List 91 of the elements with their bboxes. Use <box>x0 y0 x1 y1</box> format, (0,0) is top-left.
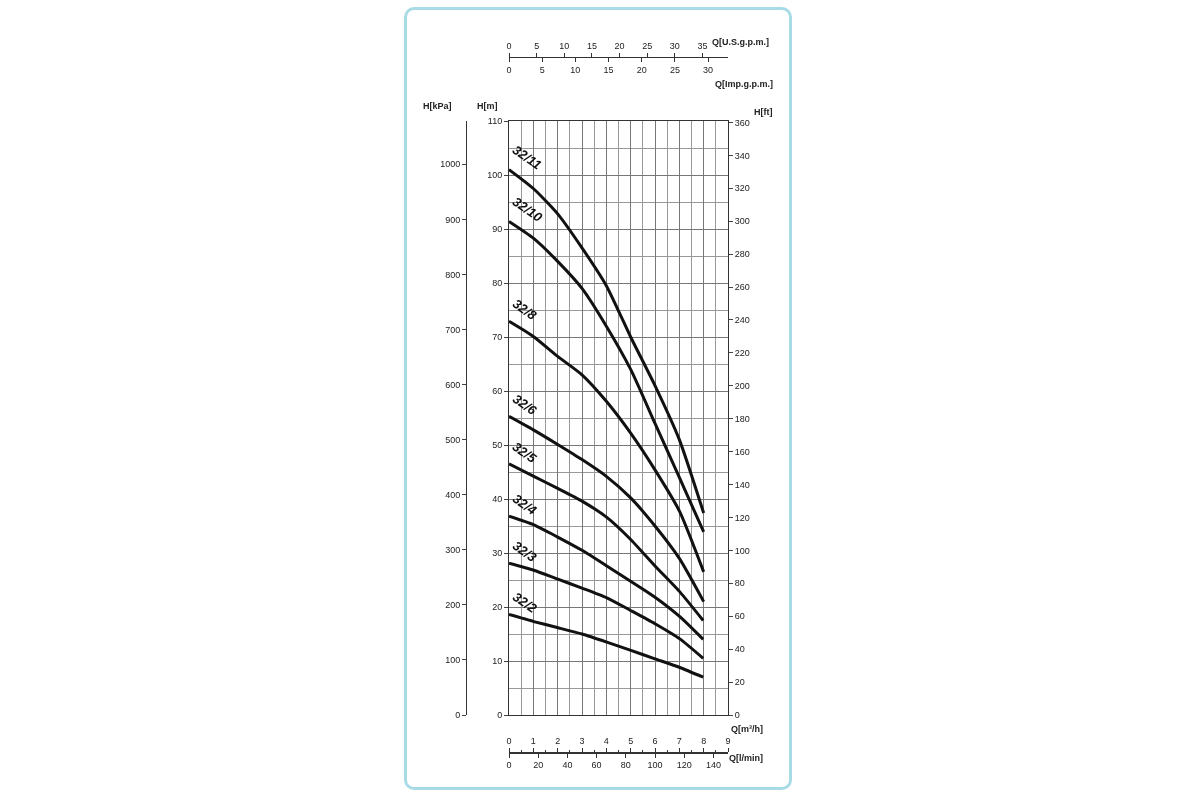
y3-tick-label: 20 <box>734 677 745 688</box>
y2-tick-label: 700 <box>445 324 461 335</box>
x-tick-label: 120 <box>676 760 692 771</box>
y2-tick-label: 900 <box>445 214 461 225</box>
y-tick-label: 60 <box>492 386 503 397</box>
y3-tick-label: 280 <box>734 249 750 260</box>
y3-tick-label: 100 <box>734 545 750 556</box>
y-tick-label: 50 <box>492 440 503 451</box>
x-tick-label: 5 <box>628 736 634 747</box>
x-tick-label: 40 <box>562 760 573 771</box>
y-tick-label: 30 <box>492 548 503 559</box>
y2-tick-label: 400 <box>445 489 461 500</box>
x2-tick-label: 25 <box>669 64 680 75</box>
y3-tick-label: 200 <box>734 380 750 391</box>
x2-tick-label: 30 <box>703 64 714 75</box>
x-axis-title: Q[m³/h] <box>731 724 763 734</box>
x2-tick-label: 0 <box>506 64 512 75</box>
y3-tick-label: 80 <box>734 578 745 589</box>
y2-tick-label: 800 <box>445 269 461 280</box>
y-tick-label: 80 <box>492 278 503 289</box>
x-tick-label: 0 <box>506 760 512 771</box>
y2-tick-label: 300 <box>445 544 461 555</box>
y3-tick-label: 220 <box>734 348 750 359</box>
x-tick-label: 4 <box>603 736 609 747</box>
x2-tick-label: 15 <box>586 41 597 52</box>
y3-tick-label: 360 <box>734 117 750 128</box>
line-series <box>509 219 706 534</box>
x2-tick-label: 35 <box>697 41 708 52</box>
line-series <box>509 168 706 515</box>
x-tick-label: 80 <box>620 760 631 771</box>
x2-tick-label: 15 <box>603 64 614 75</box>
x-tick-label: 3 <box>579 736 585 747</box>
x2-tick-label: 5 <box>539 64 545 75</box>
y3-tick-label: 140 <box>734 479 750 490</box>
x2-axis-title: Q[U.S.g.p.m.] <box>712 37 769 47</box>
y-tick-label: 10 <box>492 656 503 667</box>
y3-tick-label: 300 <box>734 216 750 227</box>
y3-tick-label: 160 <box>734 446 750 457</box>
y-tick-label: 0 <box>497 710 503 721</box>
x-tick-label: 1 <box>530 736 536 747</box>
text: 32/5 <box>509 438 540 467</box>
y3-tick-label: 180 <box>734 413 750 424</box>
y3-axis-title: H[ft] <box>754 107 773 117</box>
y3-tick-label: 260 <box>734 282 750 293</box>
y2-tick-label: 100 <box>445 655 461 666</box>
y-tick-label: 100 <box>487 170 503 181</box>
y3-tick-label: 40 <box>734 644 745 655</box>
x2-tick-label: 0 <box>506 41 512 52</box>
y2-tick-label: 1000 <box>440 159 461 170</box>
x-tick-label: 0 <box>506 736 512 747</box>
x-tick-label: 7 <box>676 736 682 747</box>
y-tick-label: 70 <box>492 332 503 343</box>
x2-tick-label: 5 <box>534 41 540 52</box>
y3-tick-label: 320 <box>734 183 750 194</box>
text: 32/2 <box>510 589 541 617</box>
text: 32/4 <box>509 491 540 519</box>
y-tick-label: 90 <box>492 224 503 235</box>
x-tick-label: 9 <box>725 736 731 747</box>
x-axis-title: Q[l/min] <box>729 753 763 763</box>
x2-tick-label: 10 <box>559 41 570 52</box>
line-series <box>509 319 706 574</box>
x2-tick-label: 25 <box>642 41 653 52</box>
y-tick-label: 40 <box>492 494 503 505</box>
x-tick-label: 60 <box>591 760 602 771</box>
y2-axis-title: H[kPa] <box>423 101 452 111</box>
x-tick-label: 8 <box>701 736 707 747</box>
y3-tick-label: 120 <box>734 512 750 523</box>
x2-tick-label: 10 <box>570 64 581 75</box>
text: 32/3 <box>509 538 540 566</box>
x-tick-label: 140 <box>705 760 721 771</box>
y3-tick-label: 60 <box>734 611 745 622</box>
y3-tick-label: 0 <box>734 710 740 721</box>
x2-axis-title: Q[Imp.g.p.m.] <box>715 79 773 89</box>
y2-tick-label: 600 <box>445 379 461 390</box>
text: 32/6 <box>510 391 540 419</box>
text: 32/8 <box>509 296 540 324</box>
y-tick-label: 110 <box>487 116 503 127</box>
y3-tick-label: 340 <box>734 150 750 161</box>
y2-tick-label: 500 <box>445 434 461 445</box>
x2-tick-label: 30 <box>669 41 680 52</box>
x-tick-label: 100 <box>647 760 663 771</box>
y2-tick-label: 0 <box>455 710 461 721</box>
y3-tick-label: 240 <box>734 315 750 326</box>
x-tick-label: 2 <box>555 736 561 747</box>
y-tick-label: 20 <box>492 602 503 613</box>
x-tick-label: 20 <box>533 760 544 771</box>
x-tick-label: 6 <box>652 736 658 747</box>
x2-tick-label: 20 <box>636 64 647 75</box>
y2-tick-label: 200 <box>445 600 461 611</box>
y-axis-title: H[m] <box>477 101 498 111</box>
x2-tick-label: 20 <box>614 41 625 52</box>
